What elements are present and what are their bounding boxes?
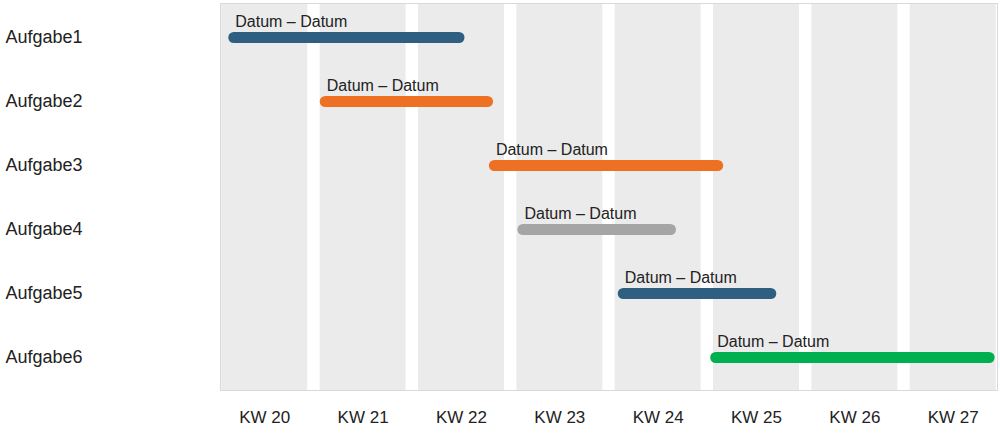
svg-text:KW 22: KW 22 <box>436 408 487 427</box>
svg-text:Datum – Datum: Datum – Datum <box>496 141 608 158</box>
svg-text:Datum – Datum: Datum – Datum <box>625 269 737 286</box>
svg-text:Aufgabe5: Aufgabe5 <box>6 283 83 303</box>
svg-text:KW 26: KW 26 <box>829 408 880 427</box>
svg-text:Aufgabe4: Aufgabe4 <box>6 219 83 239</box>
svg-text:KW 23: KW 23 <box>534 408 585 427</box>
svg-text:Aufgabe3: Aufgabe3 <box>6 155 83 175</box>
svg-text:KW 27: KW 27 <box>928 408 979 427</box>
svg-text:Datum – Datum: Datum – Datum <box>235 13 347 30</box>
svg-text:KW 21: KW 21 <box>338 408 389 427</box>
svg-text:Aufgabe2: Aufgabe2 <box>6 91 83 111</box>
svg-text:Aufgabe6: Aufgabe6 <box>6 347 83 367</box>
svg-text:KW 25: KW 25 <box>731 408 782 427</box>
svg-text:Datum – Datum: Datum – Datum <box>524 205 636 222</box>
svg-text:KW 20: KW 20 <box>239 408 290 427</box>
svg-text:Datum – Datum: Datum – Datum <box>717 333 829 350</box>
svg-text:Aufgabe1: Aufgabe1 <box>6 27 83 47</box>
svg-text:Datum – Datum: Datum – Datum <box>327 77 439 94</box>
svg-text:KW 24: KW 24 <box>633 408 684 427</box>
